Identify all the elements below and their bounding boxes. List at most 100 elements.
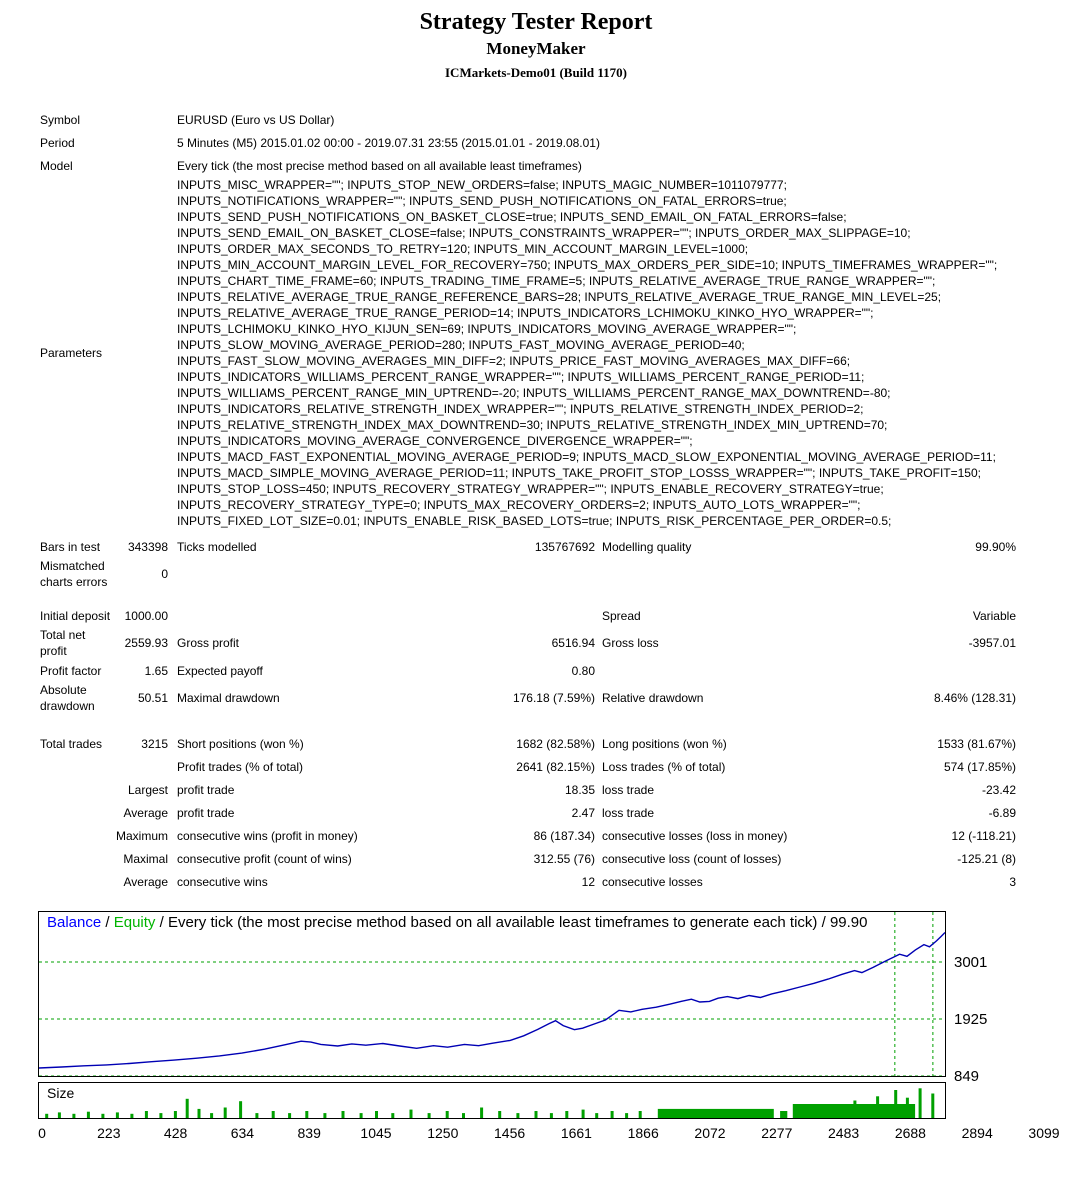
stat-value: Variable — [972, 608, 1016, 623]
size-bar — [159, 1113, 163, 1118]
stat-label: Total net profit — [40, 628, 86, 658]
stat-label: Model — [40, 158, 73, 173]
size-bar — [638, 1111, 642, 1118]
stat-value: INPUTS_MISC_WRAPPER=""; INPUTS_STOP_NEW_… — [177, 178, 998, 528]
size-bar — [391, 1113, 395, 1118]
size-panel: Size — [38, 1082, 946, 1119]
table-row: Average consecutive wins 12 consecutive los… — [40, 870, 1016, 893]
size-bar — [101, 1113, 105, 1118]
stat-label: consecutive profit (count of wins) — [177, 851, 352, 866]
stat-label: Relative drawdown — [602, 691, 704, 705]
stat-label: consecutive loss (count of losses) — [602, 851, 782, 866]
size-bar — [549, 1113, 553, 1118]
size-panel-label: Size — [47, 1085, 75, 1101]
stat-value: 18.35 — [564, 782, 595, 797]
x-axis-tick: 2072 — [694, 1125, 726, 1141]
size-bar — [445, 1111, 449, 1118]
table-row: Initial deposit 1000.00 Spread Variable — [40, 604, 1016, 627]
stat-label: Maximal drawdown — [177, 691, 280, 705]
x-axis-tick: 1661 — [560, 1125, 592, 1141]
stat-label: Profit factor — [40, 663, 102, 678]
legend-separator: / — [101, 914, 114, 931]
stat-label: Bars in test — [40, 539, 101, 554]
stat-value: 1000.00 — [124, 608, 168, 623]
balance-line — [39, 932, 945, 1069]
stat-label: profit trade — [177, 805, 235, 820]
size-bar — [185, 1098, 189, 1118]
size-bar — [876, 1096, 880, 1118]
stat-label: loss trade — [602, 782, 655, 797]
size-bar — [210, 1113, 214, 1118]
stat-label: Symbol — [40, 112, 81, 127]
size-bar — [480, 1107, 484, 1118]
table-row: Total trades 3215 Short positions (won %) 1… — [40, 732, 1016, 755]
size-bar — [610, 1111, 614, 1118]
table-row: Maximum consecutive wins (profit in money… — [40, 824, 1016, 847]
stat-value: 2641 (82.15%) — [516, 759, 595, 774]
size-bar — [288, 1113, 292, 1118]
x-axis-labels: 0 223 428 634 839 1045 1250 1456 1661 1866 2072 227… — [38, 1122, 1072, 1144]
stat-label: Loss trades (% of total) — [602, 759, 726, 774]
stat-label: consecutive wins (profit in money) — [177, 828, 358, 843]
stat-label: Ticks modelled — [177, 539, 257, 554]
stat-value: 8.46% (128.31) — [933, 691, 1016, 705]
size-bar — [657, 1108, 774, 1118]
table-row: Bars in test 343398 Ticks modelled 13576769… — [40, 535, 1016, 558]
size-bar — [894, 1090, 898, 1118]
y-axis-labels: 849 1925 3001 — [954, 911, 1044, 1085]
legend-separator: / — [817, 914, 830, 931]
stat-value: -3957.01 — [968, 636, 1016, 650]
legend-quality: 99.90 — [829, 914, 868, 931]
stat-value: 50.51 — [137, 691, 168, 705]
size-bar — [115, 1112, 119, 1118]
stat-value: 574 (17.85%) — [943, 759, 1016, 774]
stat-label: consecutive losses — [602, 874, 703, 889]
x-axis-tick: 1456 — [494, 1125, 526, 1141]
stat-label: Parameters — [40, 346, 103, 360]
y-axis-tick: 849 — [954, 1068, 980, 1085]
stat-label: Total trades — [40, 736, 103, 751]
stat-value: EURUSD (Euro vs US Dollar) — [177, 112, 335, 127]
y-axis-tick: 1925 — [954, 1010, 988, 1028]
stat-label: Expected payoff — [177, 663, 263, 678]
table-row: Total net profit 2559.93 Gross profit 6516.… — [40, 627, 1016, 659]
stat-label: Profit trades (% of total) — [177, 759, 304, 774]
stat-value: 1533 (81.67%) — [937, 736, 1016, 751]
size-bar — [516, 1113, 520, 1118]
table-gap — [40, 714, 1016, 732]
chart-legend: Balance / Equity / Every tick (the most … — [47, 914, 868, 931]
stat-label: loss trade — [602, 805, 655, 820]
server-build: ICMarkets-Demo01 (Build 1170) — [445, 65, 627, 80]
table-row: Profit factor 1.65 Expected payoff 0.80 — [40, 659, 1016, 682]
x-axis-tick: 428 — [163, 1125, 188, 1141]
x-axis-tick: 1045 — [360, 1125, 392, 1141]
stat-value: 2559.93 — [124, 636, 168, 650]
size-bar — [173, 1111, 177, 1118]
table-row: Largest profit trade 18.35 loss trade -23.42 — [40, 778, 1016, 801]
report-header: Strategy Tester Report MoneyMaker ICMark… — [0, 0, 1072, 81]
stat-value: 3 — [1009, 874, 1016, 889]
size-bar — [271, 1111, 275, 1118]
stats-table: Symbol EURUSD (Euro vs US Dollar) Period 5 … — [40, 108, 1016, 893]
x-axis-tick: 0 — [38, 1125, 46, 1141]
expert-name: MoneyMaker — [486, 39, 586, 58]
size-bar — [144, 1111, 148, 1118]
stat-value: Largest — [127, 782, 168, 797]
size-bar — [130, 1113, 134, 1118]
stat-value: 1682 (82.58%) — [516, 736, 595, 751]
size-bar — [239, 1101, 243, 1118]
table-row: Profit trades (% of total) 2641 (82.15%) L… — [40, 755, 1016, 778]
stat-value: 0 — [161, 567, 168, 581]
stat-value: 86 (187.34) — [533, 828, 595, 843]
stat-label: Gross loss — [602, 636, 659, 650]
legend-separator: / — [155, 914, 168, 931]
stat-value: 0.80 — [571, 663, 595, 678]
stat-value: 12 (-118.21) — [951, 828, 1016, 843]
size-bar — [45, 1113, 49, 1118]
x-axis-tick: 634 — [230, 1125, 255, 1141]
size-bar — [223, 1107, 227, 1118]
stat-value: 135767692 — [534, 539, 595, 554]
stat-label: Absolute drawdown — [40, 683, 95, 713]
size-bar — [305, 1111, 309, 1118]
